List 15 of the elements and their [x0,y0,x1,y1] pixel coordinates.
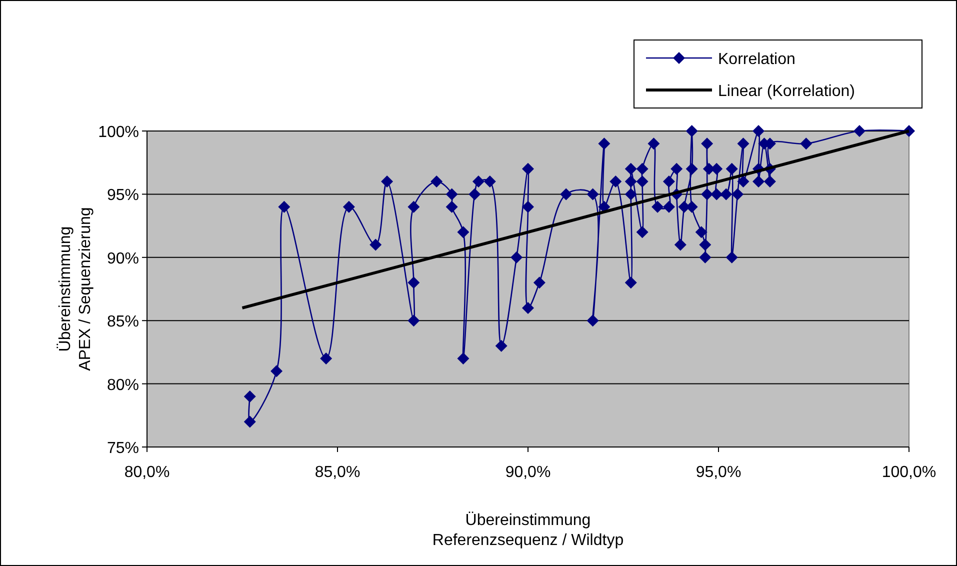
x-tick-label: 100,0% [882,464,936,481]
x-tick-label: 80,0% [124,464,170,481]
x-tick-label: 90,0% [505,464,551,481]
legend-label: Linear (Korrelation) [718,83,855,100]
y-tick-label: 100% [98,124,139,141]
x-tick-label: 95,0% [696,464,742,481]
x-axis-title: Übereinstimmung Referenzsequenz / Wildtyp [432,511,624,549]
y-tick-label: 95% [106,187,139,204]
y-axis-title: Übereinstimmung APEX / Sequenzierung [56,207,94,371]
y-tick-label: 75% [106,440,139,457]
y-tick-label: 85% [106,314,139,331]
legend-label: Korrelation [718,51,796,68]
y-tick-label: 90% [106,250,139,268]
x-tick-label: 85,0% [314,464,360,481]
y-tick-label: 80% [106,376,139,394]
